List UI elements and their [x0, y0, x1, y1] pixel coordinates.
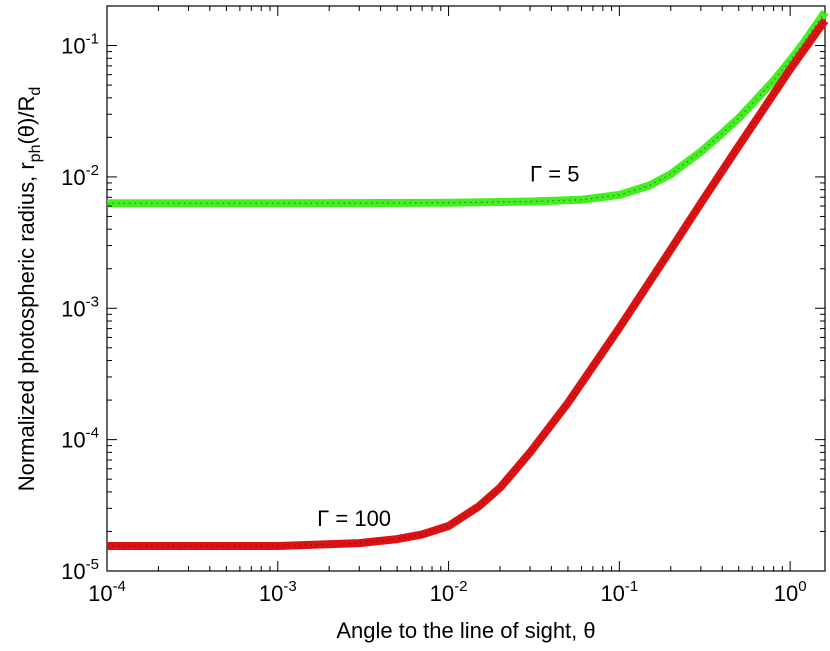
y-axis-title-mid: (θ)/R: [14, 96, 39, 145]
x-tick-label: 100: [774, 578, 807, 606]
y-axis-title-sub1: ph: [27, 145, 44, 163]
y-tick-label: 10-3: [61, 293, 99, 321]
x-tick-label: 10-4: [88, 578, 126, 606]
series-1-dotted-overlay: [107, 11, 826, 204]
curves: [107, 9, 829, 550]
series-2-line: [107, 18, 829, 550]
series-annotation: Γ = 100: [317, 506, 391, 531]
x-axis-title: Angle to the line of sight, θ: [336, 618, 595, 643]
series-annotation: Γ = 5: [530, 162, 579, 187]
x-tick-label: 10-1: [600, 578, 638, 606]
y-axis-title-prefix: Normalized photospheric radius, r: [14, 162, 39, 491]
annotations: Γ = 5 Γ = 100: [317, 162, 579, 531]
y-axis: 10-5 10-4 10-3 10-2 10-1: [61, 5, 825, 584]
y-tick-label: 10-5: [61, 556, 99, 584]
y-tick-label: 10-2: [61, 162, 99, 190]
y-tick-label: 10-4: [61, 425, 99, 453]
x-tick-label: 10-2: [430, 578, 468, 606]
y-tick-label: 10-1: [61, 31, 99, 59]
x-axis: 10-4 10-3 10-2 10-1 100: [88, 6, 807, 606]
plot-area: [106, 5, 826, 572]
y-axis-title-sub2: d: [27, 87, 44, 96]
x-tick-label: 10-3: [259, 578, 297, 606]
y-axis-title: Normalized photospheric radius, rph(θ)/R…: [14, 87, 44, 492]
